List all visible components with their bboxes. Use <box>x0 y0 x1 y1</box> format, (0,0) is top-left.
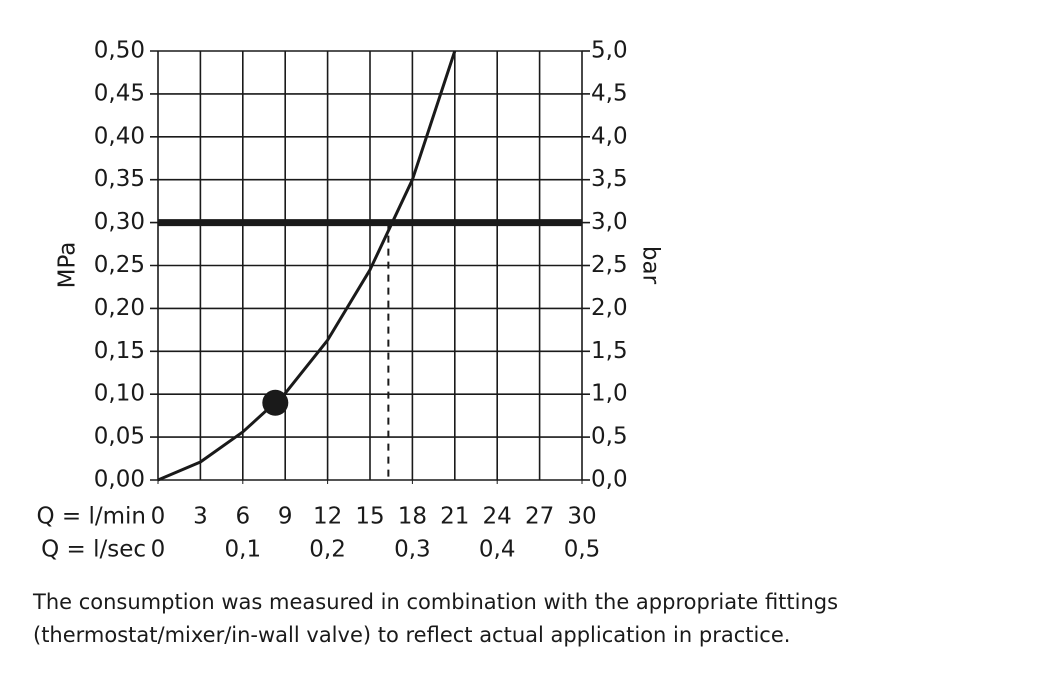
x-tick-label: 18 <box>398 504 427 530</box>
x-tick-label: 0 <box>151 504 166 530</box>
x2-tick-label: 0,5 <box>564 537 601 563</box>
x2-axis-label: Q = l/sec <box>41 537 146 563</box>
x-tick-label: 3 <box>193 504 208 530</box>
y2-tick-label: 2,0 <box>591 295 628 321</box>
y2-tick-label: 1,0 <box>591 381 628 407</box>
y-tick-label: 0,35 <box>94 166 145 192</box>
y2-tick-label: 4,5 <box>591 80 628 106</box>
x-tick-label: 9 <box>278 504 293 530</box>
x-tick-label: 21 <box>440 504 469 530</box>
x2-tick-label: 0,2 <box>309 537 346 563</box>
x-tick-label: 15 <box>355 504 384 530</box>
y2-tick-label: 3,5 <box>591 166 628 192</box>
operating-point <box>262 389 289 416</box>
y-tick-label: 0,05 <box>94 424 145 450</box>
y-axis-label: MPa <box>55 242 81 289</box>
y-tick-label: 0,20 <box>94 295 145 321</box>
x-tick-label: 6 <box>235 504 250 530</box>
y-tick-label: 0,45 <box>94 80 145 106</box>
y2-axis-label: bar <box>638 246 664 285</box>
x-tick-label: 12 <box>313 504 342 530</box>
y2-tick-label: 5,0 <box>591 38 628 64</box>
y-tick-label: 0,30 <box>94 209 145 235</box>
y-tick-label: 0,00 <box>94 467 145 493</box>
x-tick-label: 24 <box>483 504 512 530</box>
x-tick-label: 30 <box>567 504 596 530</box>
y-tick-label: 0,50 <box>94 38 145 64</box>
x-axis-label: Q = l/min <box>36 504 146 530</box>
y2-tick-label: 1,5 <box>591 338 628 364</box>
x2-tick-label: 0,4 <box>479 537 516 563</box>
x-tick-label: 27 <box>525 504 554 530</box>
y2-tick-label: 3,0 <box>591 209 628 235</box>
x2-tick-label: 0,1 <box>225 537 262 563</box>
x2-tick-label: 0 <box>151 537 166 563</box>
chart: MPa bar Q = l/min Q = l/sec 0 3 6 9 12 15 18 21… <box>36 38 664 563</box>
y-tick-label: 0,25 <box>94 252 145 278</box>
y2-tick-label: 0,0 <box>591 467 628 493</box>
y-tick-label: 0,10 <box>94 381 145 407</box>
y-tick-label: 0,15 <box>94 338 145 364</box>
y-tick-label: 0,40 <box>94 123 145 149</box>
y2-tick-label: 4,0 <box>591 123 628 149</box>
footnote: The consumption was measured in combinat… <box>33 590 839 647</box>
y2-tick-label: 0,5 <box>591 424 628 450</box>
x2-tick-label: 0,3 <box>394 537 431 563</box>
curve <box>157 50 457 482</box>
y2-tick-label: 2,5 <box>591 252 628 278</box>
